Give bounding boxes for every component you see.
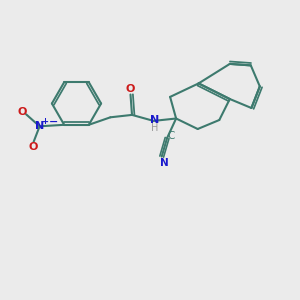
Text: O: O bbox=[29, 142, 38, 152]
Text: O: O bbox=[18, 107, 27, 117]
Text: N: N bbox=[160, 158, 169, 168]
Text: H: H bbox=[151, 123, 158, 134]
Text: −: − bbox=[49, 117, 58, 127]
Text: C: C bbox=[168, 131, 175, 141]
Text: O: O bbox=[126, 83, 135, 94]
Text: N: N bbox=[35, 121, 44, 131]
Text: N: N bbox=[150, 115, 159, 125]
Text: +: + bbox=[41, 117, 49, 126]
